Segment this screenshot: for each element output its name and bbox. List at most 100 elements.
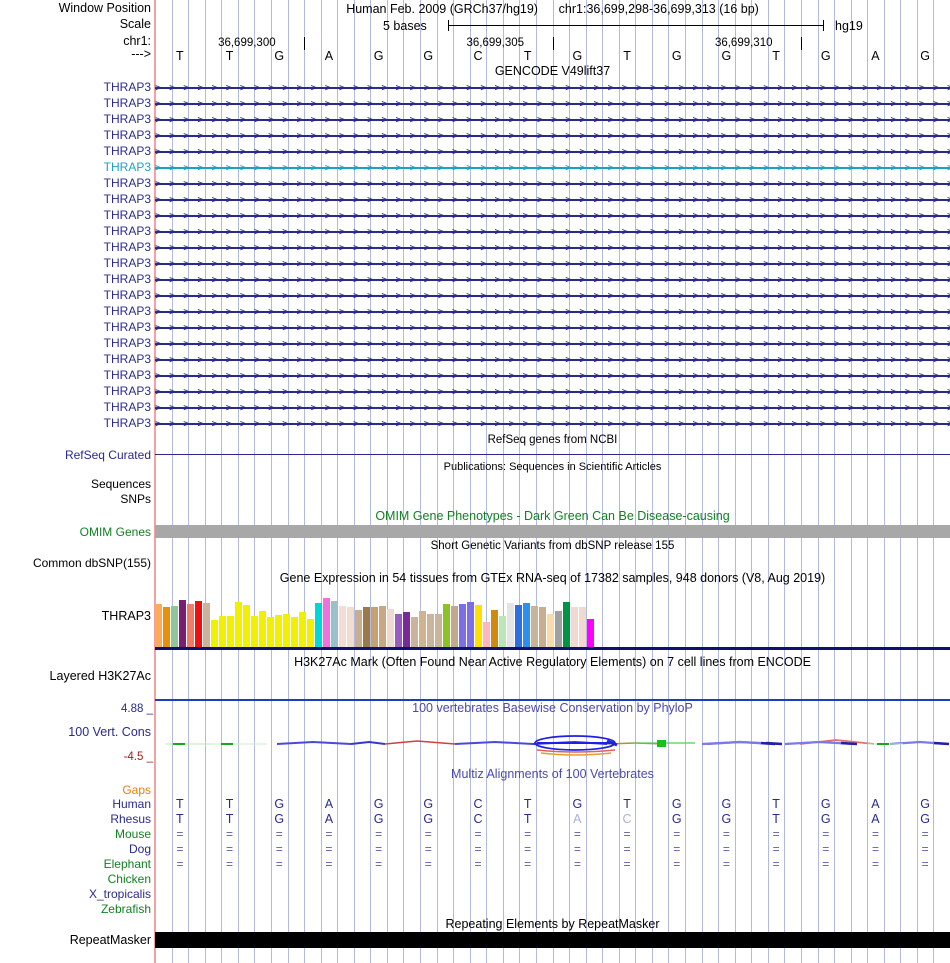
gencode-gene-row[interactable]: THRAP3 > > > > > > > > > > > > > > > > >… (0, 400, 950, 415)
gtex-tissue-bar[interactable] (539, 607, 546, 650)
publications-snps-row[interactable]: SNPs (0, 492, 950, 507)
repeatmasker-label[interactable]: RepeatMasker (69, 933, 151, 947)
gtex-tissue-bar[interactable] (451, 606, 458, 650)
gtex-tissue-bar[interactable] (339, 606, 346, 650)
gencode-gene-label[interactable]: THRAP3 (103, 336, 151, 350)
gencode-gene-label[interactable]: THRAP3 (103, 96, 151, 110)
gencode-gene-row[interactable]: THRAP3 > > > > > > > > > > > > > > > > >… (0, 368, 950, 383)
gtex-tissue-bar[interactable] (507, 603, 514, 650)
gencode-feature-arrows[interactable]: > > > > > > > > > > > > > > > > > > > > … (155, 384, 950, 399)
gencode-gene-row[interactable]: THRAP3 > > > > > > > > > > > > > > > > >… (0, 144, 950, 159)
multiz-species-label[interactable]: Elephant (103, 857, 151, 871)
gtex-tissue-bar[interactable] (163, 607, 170, 650)
gtex-tissue-bar[interactable] (355, 610, 362, 650)
gtex-tissue-bar[interactable] (275, 615, 282, 650)
gencode-gene-label[interactable]: THRAP3 (103, 160, 151, 174)
gtex-tissue-bar[interactable] (443, 604, 450, 650)
gtex-tissue-bar[interactable] (499, 616, 506, 650)
publications-sequences-label[interactable]: Sequences (90, 477, 151, 491)
gencode-gene-row[interactable]: THRAP3 > > > > > > > > > > > > > > > > >… (0, 224, 950, 239)
gencode-gene-label[interactable]: THRAP3 (103, 384, 151, 398)
gencode-feature-arrows[interactable]: > > > > > > > > > > > > > > > > > > > > … (155, 352, 950, 367)
gtex-tissue-bar[interactable] (315, 603, 322, 650)
gencode-feature-arrows[interactable]: > > > > > > > > > > > > > > > > > > > > … (155, 112, 950, 127)
omim-row[interactable]: OMIM Genes (0, 524, 950, 540)
gencode-feature-arrows[interactable]: > > > > > > > > > > > > > > > > > > > > … (155, 224, 950, 239)
gtex-tissue-bar[interactable] (251, 616, 258, 650)
gencode-gene-label[interactable]: THRAP3 (103, 240, 151, 254)
gtex-tissue-bar[interactable] (259, 611, 266, 650)
gtex-tissue-bar[interactable] (419, 611, 426, 650)
gtex-tissue-bar[interactable] (523, 603, 530, 650)
multiz-species-row[interactable]: Rhesus T T G A G G C T A C G G T G A G (0, 812, 950, 827)
gencode-feature-arrows[interactable]: > > > > > > > > > > > > > > > > > > > > … (155, 128, 950, 143)
gencode-feature-arrows[interactable]: > > > > > > > > > > > > > > > > > > > > … (155, 304, 950, 319)
multiz-species-label[interactable]: Rhesus (110, 812, 151, 826)
multiz-alignment-row[interactable] (155, 872, 950, 887)
gencode-gene-row[interactable]: THRAP3 > > > > > > > > > > > > > > > > >… (0, 96, 950, 111)
gencode-feature-arrows[interactable]: > > > > > > > > > > > > > > > > > > > > … (155, 320, 950, 335)
multiz-alignment-row[interactable] (155, 902, 950, 917)
gencode-feature-arrows[interactable]: > > > > > > > > > > > > > > > > > > > > … (155, 208, 950, 223)
gencode-gene-row[interactable]: THRAP3 > > > > > > > > > > > > > > > > >… (0, 80, 950, 95)
gencode-gene-label[interactable]: THRAP3 (103, 128, 151, 142)
gtex-tissue-bar[interactable] (387, 609, 394, 650)
gencode-gene-label[interactable]: THRAP3 (103, 80, 151, 94)
gencode-gene-label[interactable]: THRAP3 (103, 304, 151, 318)
h3k27ac-row[interactable]: Layered H3K27Ac (0, 670, 950, 698)
gtex-tissue-bar[interactable] (331, 601, 338, 650)
gtex-tissue-bar[interactable] (587, 619, 594, 650)
gtex-tissue-bar[interactable] (243, 605, 250, 650)
gtex-tissue-bar[interactable] (307, 619, 314, 650)
repeatmasker-row[interactable]: RepeatMasker (0, 931, 950, 949)
gtex-tissue-bar[interactable] (227, 616, 234, 650)
gencode-gene-label[interactable]: THRAP3 (103, 352, 151, 366)
gencode-gene-label[interactable]: THRAP3 (103, 256, 151, 270)
multiz-species-label[interactable]: Chicken (107, 872, 151, 886)
gencode-gene-label[interactable]: THRAP3 (103, 144, 151, 158)
gtex-tissue-bar[interactable] (411, 617, 418, 650)
gencode-feature-arrows[interactable]: > > > > > > > > > > > > > > > > > > > > … (155, 400, 950, 415)
gencode-feature-arrows[interactable]: > > > > > > > > > > > > > > > > > > > > … (155, 288, 950, 303)
gencode-gene-label[interactable]: THRAP3 (103, 416, 151, 430)
gtex-tissue-bar[interactable] (579, 607, 586, 650)
gencode-gene-row[interactable]: THRAP3 > > > > > > > > > > > > > > > > >… (0, 192, 950, 207)
gencode-feature-arrows[interactable]: > > > > > > > > > > > > > > > > > > > > … (155, 96, 950, 111)
gencode-feature-arrows[interactable]: > > > > > > > > > > > > > > > > > > > > … (155, 336, 950, 351)
gencode-gene-row[interactable]: THRAP3 > > > > > > > > > > > > > > > > >… (0, 256, 950, 271)
gtex-expression-barchart[interactable] (155, 594, 595, 650)
gencode-gene-row[interactable]: THRAP3 > > > > > > > > > > > > > > > > >… (0, 272, 950, 287)
gencode-gene-label[interactable]: THRAP3 (103, 368, 151, 382)
multiz-species-row[interactable]: Chicken (0, 872, 950, 887)
multiz-alignment-row[interactable]: = = = = = = = = = = = = = = = = (155, 827, 950, 842)
dbsnp-row[interactable]: Common dbSNP(155) (0, 555, 950, 571)
gencode-feature-arrows[interactable]: > > > > > > > > > > > > > > > > > > > > … (155, 368, 950, 383)
conservation-plot[interactable] (155, 700, 950, 766)
gencode-feature-arrows[interactable]: > > > > > > > > > > > > > > > > > > > > … (155, 256, 950, 271)
gaps-row[interactable]: Gaps (0, 783, 950, 798)
gencode-feature-arrows[interactable]: > > > > > > > > > > > > > > > > > > > > … (155, 160, 950, 175)
gtex-tissue-bar[interactable] (467, 602, 474, 650)
multiz-alignment-row[interactable]: = = = = = = = = = = = = = = = = (155, 842, 950, 857)
gtex-tissue-bar[interactable] (563, 602, 570, 650)
gencode-gene-row[interactable]: THRAP3 > > > > > > > > > > > > > > > > >… (0, 304, 950, 319)
multiz-species-label[interactable]: Zebrafish (100, 902, 151, 916)
refseq-row[interactable]: RefSeq Curated (0, 447, 950, 463)
gencode-feature-arrows[interactable]: > > > > > > > > > > > > > > > > > > > > … (155, 272, 950, 287)
gtex-tissue-bar[interactable] (347, 607, 354, 650)
dbsnp-label[interactable]: Common dbSNP(155) (32, 556, 151, 570)
gtex-tissue-bar[interactable] (203, 603, 210, 650)
gencode-gene-label[interactable]: THRAP3 (103, 400, 151, 414)
publications-snps-label[interactable]: SNPs (120, 492, 151, 506)
gencode-gene-label[interactable]: THRAP3 (103, 272, 151, 286)
multiz-species-label[interactable]: Dog (128, 842, 151, 856)
gencode-gene-row[interactable]: THRAP3 > > > > > > > > > > > > > > > > >… (0, 384, 950, 399)
multiz-alignment-row[interactable]: = = = = = = = = = = = = = = = = (155, 857, 950, 872)
gencode-gene-row[interactable]: THRAP3 > > > > > > > > > > > > > > > > >… (0, 416, 950, 431)
gtex-label[interactable]: THRAP3 (101, 609, 151, 623)
gencode-gene-label[interactable]: THRAP3 (103, 208, 151, 222)
gtex-row[interactable]: THRAP3 (0, 588, 950, 650)
gencode-gene-row[interactable]: THRAP3 > > > > > > > > > > > > > > > > >… (0, 160, 950, 175)
gtex-tissue-bar[interactable] (171, 606, 178, 650)
